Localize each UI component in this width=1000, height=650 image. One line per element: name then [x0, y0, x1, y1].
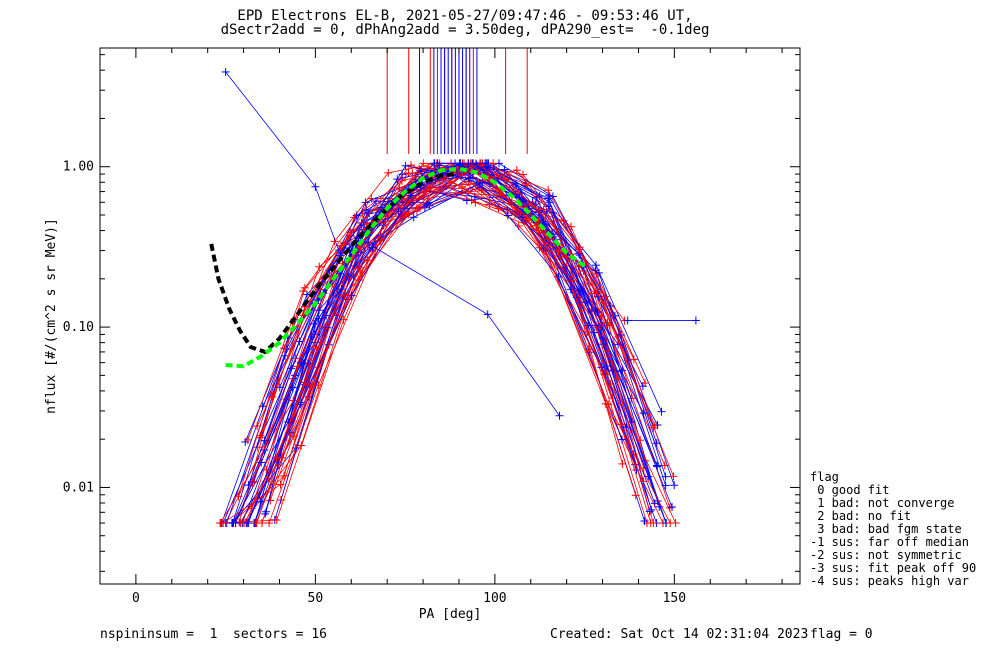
x-axis-label: PA [deg]	[419, 607, 482, 622]
chart-subtitle: dSectr2add = 0, dPhAng2add = 3.50deg, dP…	[220, 22, 710, 38]
x-tick-label: 150	[663, 591, 686, 606]
data-sweep	[246, 162, 656, 524]
axes: 0 50 100 150 0.01 0.10 1.00 PA [deg] nflux [#/(c…	[44, 48, 800, 622]
data-sweep	[274, 162, 657, 524]
data-sweep	[253, 181, 645, 524]
data-sweep	[268, 186, 637, 524]
legend-entry: -3 sus: fit peak off 90	[810, 561, 977, 575]
legend-entry: 0 good fit	[810, 483, 890, 497]
data-sweep	[256, 162, 656, 427]
chart-title: EPD Electrons EL-B, 2021-05-27/09:47:46 …	[237, 8, 693, 24]
data-sweep	[247, 162, 623, 524]
legend-entry: 2 bad: no fit	[810, 509, 912, 523]
flag-legend: flag 0 good fit 1 bad: not converge 2 ba…	[810, 471, 976, 588]
sector-markers	[386, 48, 528, 155]
y-tick-label: 0.01	[63, 480, 94, 495]
data-sweep	[222, 162, 671, 524]
fit-curve	[225, 166, 586, 369]
data-sweep	[280, 162, 676, 524]
data-sweep	[221, 162, 644, 524]
data-sweep	[220, 165, 654, 524]
legend-entry: flag	[810, 470, 839, 484]
footer-spin-info: nspininsum = 1 sectors = 16	[100, 627, 327, 642]
data-sweep	[247, 162, 625, 441]
data-sweep	[232, 169, 667, 524]
y-tick-label: 0.10	[63, 320, 94, 335]
data-sweep	[259, 190, 674, 477]
legend-entry: 3 bad: bad fgm state	[810, 522, 962, 536]
fit-curves	[209, 166, 586, 369]
data-sweep	[220, 162, 622, 524]
legend-entry: 1 bad: not converge	[810, 496, 955, 510]
data-layer	[216, 67, 700, 528]
x-tick-label: 0	[132, 591, 140, 606]
y-tick-label: 1.00	[63, 160, 94, 175]
data-sweep	[244, 165, 662, 443]
data-sweep	[232, 185, 623, 524]
fit-curve	[209, 172, 456, 355]
data-sweep	[260, 162, 658, 467]
y-axis-label: nflux [#/(cm^2 s sr MeV)]	[44, 218, 59, 414]
data-sweep	[276, 166, 644, 482]
footer-created: Created: Sat Oct 14 02:31:04 2023	[550, 627, 809, 642]
footer-flag: flag = 0	[810, 627, 873, 642]
x-tick-label: 50	[308, 591, 324, 606]
data-sweep	[261, 164, 623, 524]
data-sweep	[265, 172, 649, 512]
legend-entry: -4 sus: peaks high var	[810, 574, 969, 588]
plot-frame	[99, 47, 801, 585]
legend-entry: -2 sus: not symmetric	[810, 548, 962, 562]
data-sweep	[358, 237, 560, 416]
data-sweep	[225, 71, 341, 256]
data-sweep	[279, 164, 622, 388]
legend-entry: -1 sus: far off median	[810, 535, 969, 549]
data-sweep	[235, 165, 645, 524]
x-tick-label: 100	[483, 591, 506, 606]
